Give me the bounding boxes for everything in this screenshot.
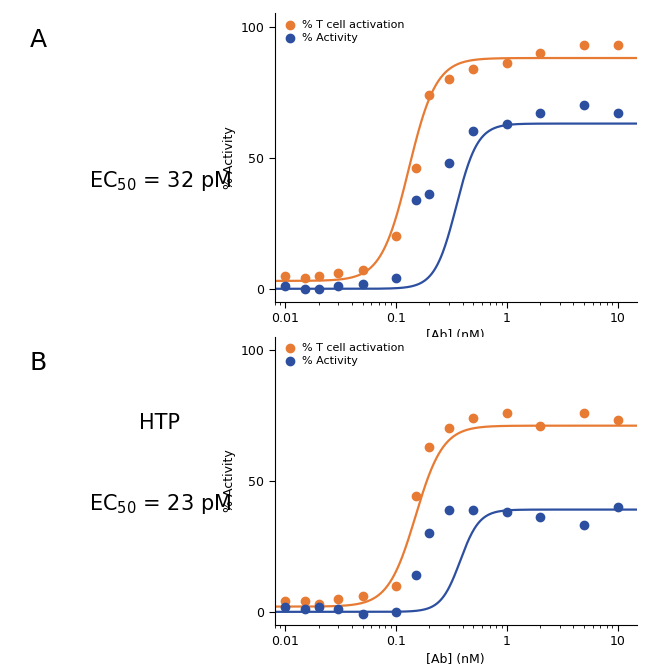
% Activity xyxy=(313,601,324,612)
% T cell activation xyxy=(612,415,623,426)
% T cell activation xyxy=(502,58,512,69)
% T cell activation xyxy=(300,273,310,284)
% T cell activation xyxy=(313,599,324,610)
% Activity xyxy=(468,504,478,515)
% T cell activation xyxy=(313,270,324,281)
% T cell activation xyxy=(502,407,512,418)
% Activity xyxy=(300,284,310,294)
% Activity xyxy=(579,100,590,111)
% Activity xyxy=(333,604,343,615)
% T cell activation xyxy=(424,89,435,100)
% T cell activation xyxy=(444,423,454,433)
% Activity xyxy=(535,108,545,118)
% T cell activation xyxy=(410,163,421,173)
% T cell activation xyxy=(579,40,590,50)
% T cell activation xyxy=(535,48,545,58)
% Activity xyxy=(313,284,324,294)
% T cell activation xyxy=(444,74,454,85)
% T cell activation xyxy=(468,63,478,74)
% T cell activation xyxy=(358,265,368,276)
% Activity xyxy=(444,157,454,168)
% Activity xyxy=(424,528,435,538)
Text: A: A xyxy=(30,28,47,52)
% T cell activation xyxy=(468,413,478,423)
% Activity xyxy=(612,501,623,512)
% T cell activation xyxy=(410,491,421,502)
% T cell activation xyxy=(358,591,368,601)
% Activity xyxy=(333,281,343,292)
% Activity xyxy=(502,118,512,129)
% T cell activation xyxy=(300,596,310,607)
% T cell activation xyxy=(333,267,343,278)
% Activity xyxy=(535,512,545,523)
% Activity xyxy=(410,194,421,205)
Legend: % T cell activation, % Activity: % T cell activation, % Activity xyxy=(280,19,406,44)
Text: EC$_{50}$ = 23 pM: EC$_{50}$ = 23 pM xyxy=(88,492,231,516)
% Activity xyxy=(424,189,435,200)
% T cell activation xyxy=(333,593,343,604)
% T cell activation xyxy=(280,596,291,607)
% Activity xyxy=(280,281,291,292)
% T cell activation xyxy=(280,270,291,281)
% Activity xyxy=(579,520,590,531)
% Activity xyxy=(612,108,623,118)
% Activity xyxy=(280,601,291,612)
% Activity xyxy=(468,126,478,137)
% T cell activation xyxy=(535,420,545,431)
% Activity xyxy=(300,604,310,615)
% Activity xyxy=(502,507,512,517)
X-axis label: [Ab] (nM): [Ab] (nM) xyxy=(426,329,485,343)
% Activity xyxy=(391,273,401,284)
% T cell activation xyxy=(391,580,401,591)
Y-axis label: % Activity: % Activity xyxy=(223,126,236,189)
Text: EC$_{50}$ = 32 pM: EC$_{50}$ = 32 pM xyxy=(88,169,231,193)
% Activity xyxy=(358,609,368,620)
% T cell activation xyxy=(424,442,435,452)
Legend: % T cell activation, % Activity: % T cell activation, % Activity xyxy=(280,342,406,368)
% Activity xyxy=(391,606,401,617)
% T cell activation xyxy=(391,231,401,242)
% T cell activation xyxy=(579,407,590,418)
% T cell activation xyxy=(612,40,623,50)
% Activity xyxy=(358,278,368,289)
Text: HTP: HTP xyxy=(139,413,180,433)
X-axis label: [Ab] (nM): [Ab] (nM) xyxy=(426,653,485,665)
% Activity xyxy=(410,570,421,581)
Text: B: B xyxy=(30,351,47,375)
% Activity xyxy=(444,504,454,515)
Y-axis label: % Activity: % Activity xyxy=(223,450,236,512)
